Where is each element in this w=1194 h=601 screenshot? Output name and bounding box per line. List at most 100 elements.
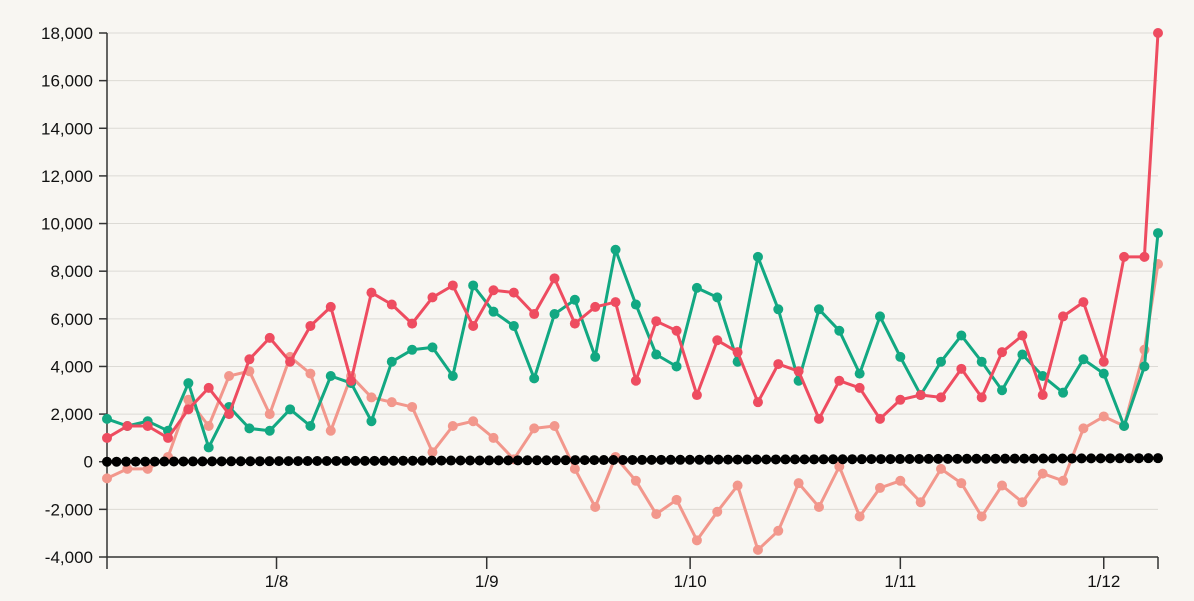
baseline-point — [637, 454, 648, 465]
baseline-point — [350, 455, 361, 466]
baseline-point — [684, 454, 695, 465]
baseline-point — [780, 454, 791, 465]
data-point — [549, 309, 560, 320]
data-point — [834, 375, 845, 386]
baseline-point — [598, 455, 609, 466]
baseline-point — [455, 455, 466, 466]
baseline-point — [589, 455, 600, 466]
data-point — [854, 382, 865, 393]
baseline-point — [493, 455, 504, 466]
baseline-point — [484, 455, 495, 466]
y-tick-label: 16,000 — [41, 72, 93, 91]
baseline-point — [512, 455, 523, 466]
baseline-point — [168, 456, 179, 467]
baseline-point — [207, 456, 218, 467]
baseline-point — [732, 454, 743, 465]
data-point — [976, 356, 987, 367]
baseline-point — [1009, 453, 1020, 464]
data-point — [264, 409, 275, 420]
data-point — [508, 320, 519, 331]
data-point — [874, 482, 885, 493]
data-point — [1078, 354, 1089, 365]
data-point — [773, 304, 784, 315]
baseline-point — [359, 455, 370, 466]
axes: -4,000 -2,000 0 2,000 4,000 6,000 8,000 10,000 1… — [41, 24, 1159, 591]
data-point — [447, 280, 458, 291]
data-point — [773, 525, 784, 536]
data-point — [203, 382, 214, 393]
baseline-point — [809, 454, 820, 465]
baseline-point — [264, 456, 275, 467]
data-point — [936, 356, 947, 367]
baseline-point — [197, 456, 208, 467]
y-tick-label: 8,000 — [50, 262, 93, 281]
data-point — [834, 325, 845, 336]
baseline-point — [1028, 453, 1039, 464]
baseline-point — [503, 455, 514, 466]
baseline-point — [885, 454, 896, 465]
data-point — [264, 425, 275, 436]
baseline-point — [159, 456, 170, 467]
data-point — [1058, 475, 1069, 486]
data-point — [630, 375, 641, 386]
data-point — [1037, 390, 1048, 401]
data-point — [529, 423, 540, 434]
data-point — [793, 478, 804, 489]
data-point — [813, 413, 824, 424]
data-point — [936, 463, 947, 474]
data-point — [773, 359, 784, 370]
baseline-point — [1114, 453, 1125, 464]
data-point — [427, 342, 438, 353]
data-point — [630, 299, 641, 310]
baseline-point — [866, 454, 877, 465]
baseline-point — [1105, 453, 1116, 464]
baseline-point — [102, 456, 112, 467]
baseline-point — [895, 454, 906, 465]
baseline-point — [646, 454, 657, 465]
baseline-point — [1153, 453, 1163, 464]
baseline-point — [723, 454, 734, 465]
data-point — [874, 413, 885, 424]
data-point — [529, 309, 540, 320]
baseline-point — [961, 453, 972, 464]
baseline-point — [837, 454, 848, 465]
data-point — [569, 318, 580, 329]
data-point — [671, 325, 682, 336]
baseline-point — [465, 455, 476, 466]
data-point — [793, 366, 804, 377]
data-point — [102, 432, 112, 443]
baseline-point — [751, 454, 762, 465]
baseline-point — [178, 456, 189, 467]
data-point — [224, 409, 235, 420]
baseline-point — [1086, 453, 1097, 464]
y-tick-label: 10,000 — [41, 215, 93, 234]
data-point — [1078, 423, 1089, 434]
data-point — [732, 480, 743, 491]
baseline-point — [789, 454, 800, 465]
data-point — [997, 347, 1008, 358]
baseline-point — [388, 455, 399, 466]
baseline-point — [436, 455, 447, 466]
data-point — [244, 423, 255, 434]
baseline-point — [656, 454, 667, 465]
data-point — [264, 332, 275, 343]
data-point — [1017, 330, 1028, 341]
data-point — [671, 361, 682, 372]
y-tick-label: 0 — [84, 453, 93, 472]
baseline-point — [933, 453, 944, 464]
data-point — [1153, 28, 1163, 38]
data-point — [813, 304, 824, 315]
data-point — [651, 349, 662, 360]
baseline-point — [570, 455, 581, 466]
data-point — [915, 390, 926, 401]
baseline-point — [818, 454, 829, 465]
y-tick-label: -2,000 — [45, 500, 93, 519]
data-point — [468, 320, 479, 331]
baseline-point — [541, 455, 552, 466]
baseline-point — [847, 454, 858, 465]
baseline-point — [531, 455, 542, 466]
data-point — [488, 306, 499, 317]
baseline-point — [560, 455, 571, 466]
baseline-point — [608, 455, 619, 466]
data-point — [386, 356, 397, 367]
